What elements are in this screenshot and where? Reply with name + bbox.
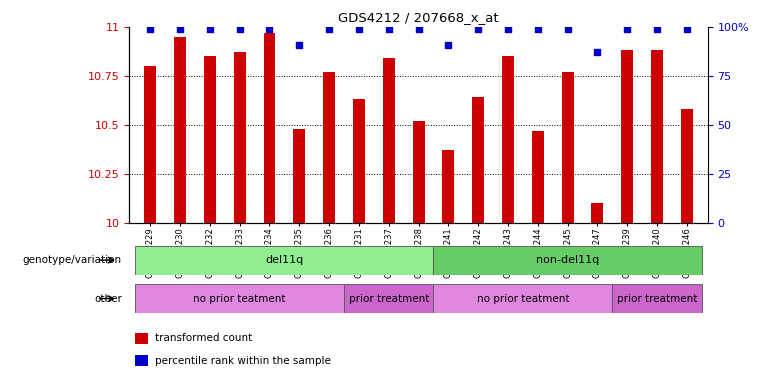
- Bar: [234, 52, 246, 223]
- Bar: [502, 56, 514, 223]
- Bar: [135, 333, 148, 344]
- Bar: [353, 99, 365, 223]
- Bar: [442, 150, 454, 223]
- Bar: [263, 33, 275, 223]
- Bar: [591, 203, 603, 223]
- Bar: [204, 56, 216, 223]
- Bar: [613, 284, 702, 313]
- Bar: [434, 284, 613, 313]
- Bar: [532, 131, 544, 223]
- Point: [144, 26, 156, 32]
- Bar: [473, 98, 484, 223]
- Text: non-del11q: non-del11q: [536, 255, 599, 265]
- Text: no prior teatment: no prior teatment: [193, 293, 286, 304]
- Bar: [145, 66, 156, 223]
- Point: [412, 26, 425, 32]
- Point: [562, 26, 574, 32]
- Bar: [681, 109, 693, 223]
- Text: genotype/variation: genotype/variation: [23, 255, 122, 265]
- Bar: [434, 246, 702, 275]
- Bar: [135, 284, 344, 313]
- Point: [323, 26, 335, 32]
- Point: [263, 26, 275, 32]
- Bar: [344, 284, 434, 313]
- Point: [174, 26, 186, 32]
- Point: [681, 26, 693, 32]
- Point: [621, 26, 633, 32]
- Point: [502, 26, 514, 32]
- Text: other: other: [94, 293, 122, 304]
- Bar: [135, 246, 434, 275]
- Point: [532, 26, 544, 32]
- Point: [651, 26, 663, 32]
- Bar: [383, 58, 395, 223]
- Title: GDS4212 / 207668_x_at: GDS4212 / 207668_x_at: [338, 11, 499, 24]
- Text: percentile rank within the sample: percentile rank within the sample: [155, 356, 331, 366]
- Text: prior treatment: prior treatment: [349, 293, 429, 304]
- Text: transformed count: transformed count: [155, 333, 253, 343]
- Bar: [135, 355, 148, 366]
- Point: [472, 26, 484, 32]
- Point: [442, 41, 454, 48]
- Point: [204, 26, 216, 32]
- Point: [293, 41, 305, 48]
- Bar: [293, 129, 305, 223]
- Point: [353, 26, 365, 32]
- Bar: [562, 72, 574, 223]
- Text: del11q: del11q: [266, 255, 304, 265]
- Point: [591, 49, 603, 55]
- Bar: [174, 37, 186, 223]
- Point: [234, 26, 246, 32]
- Text: prior treatment: prior treatment: [617, 293, 697, 304]
- Bar: [621, 50, 633, 223]
- Bar: [412, 121, 425, 223]
- Bar: [323, 72, 335, 223]
- Point: [383, 26, 395, 32]
- Text: no prior teatment: no prior teatment: [476, 293, 569, 304]
- Bar: [651, 50, 663, 223]
